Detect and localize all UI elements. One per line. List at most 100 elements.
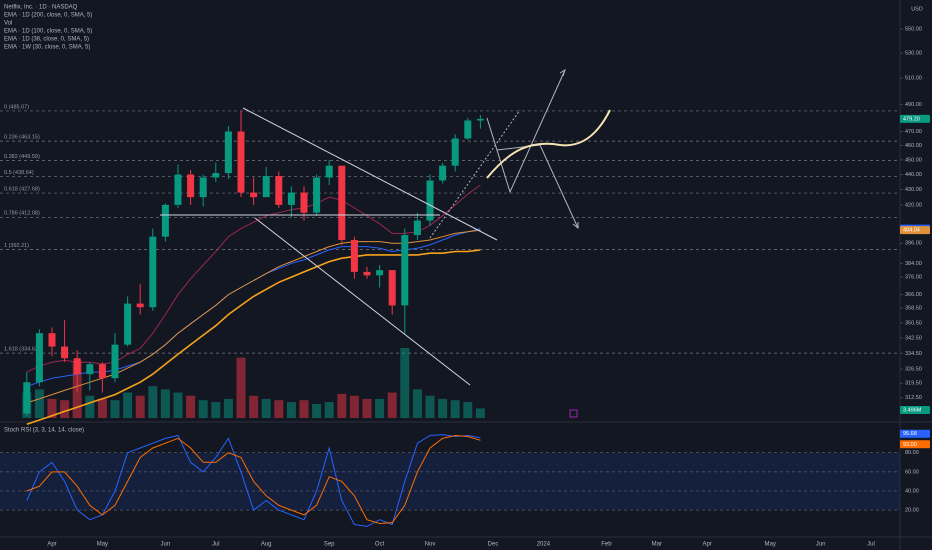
fib-label: 1 (392.21) [4, 243, 29, 249]
candle-body [149, 236, 157, 308]
candle-body [363, 271, 371, 276]
volume-bar [34, 389, 44, 418]
price-tag [900, 114, 930, 123]
candle-body [187, 174, 195, 198]
volume-bar [135, 395, 145, 418]
volume-tag [900, 406, 930, 414]
candle-body [401, 235, 409, 306]
drawings [160, 68, 611, 386]
volume-bar [249, 395, 259, 418]
candle-body [426, 180, 434, 221]
y-tick-label: 376.00 [905, 275, 922, 281]
candle-body [48, 333, 56, 347]
stoch-tag [900, 429, 930, 438]
y-tick-label: 384.00 [905, 261, 922, 267]
trend-line [254, 217, 471, 386]
y-tick-label: 550.00 [905, 26, 922, 32]
candle-body [35, 333, 43, 383]
candle-body [313, 177, 321, 213]
price-tag [900, 226, 930, 235]
volume-bar [160, 389, 170, 418]
candle-body [300, 192, 308, 213]
x-tick-label: 2024 [537, 542, 551, 548]
volume-bar [60, 400, 70, 418]
fib-label: 0.786 (412.08) [4, 211, 40, 217]
candle-body [161, 204, 169, 237]
candle-body [174, 174, 182, 205]
candle-body [439, 165, 447, 181]
stoch-tag-label: 93.00 [903, 442, 917, 448]
legend-entry: EMA · 1W (30, close, 0, SMA, 5) [4, 45, 90, 51]
stoch-tick-label: 40.00 [905, 488, 919, 494]
y-tick-label: 510.00 [905, 76, 922, 82]
candle-body [376, 270, 384, 276]
volume-bar [463, 402, 473, 418]
stoch-tick-label: 80.00 [905, 450, 919, 456]
volume-bar [412, 389, 422, 418]
y-tick-label: 334.50 [905, 351, 922, 357]
event-marker [569, 409, 578, 418]
candle-body [136, 303, 144, 308]
volume-bar [47, 398, 57, 418]
fib-label: 0.382 (449.59) [4, 154, 40, 160]
candle-body [111, 344, 119, 379]
volume-bar [324, 402, 334, 418]
legend-entry: EMA · 1D (200, close, 0, SMA, 5) [4, 13, 92, 19]
volume-bar [362, 398, 372, 418]
fib-label: 1.618 (334.62) [4, 347, 40, 353]
candle-body [338, 165, 346, 240]
volume-bar [110, 400, 120, 418]
volume-bar [236, 357, 246, 418]
candle-body [237, 131, 245, 193]
y-tick-label: 440.00 [905, 172, 922, 178]
volume-tag-label: 3.496M [903, 407, 922, 413]
price-tag-label: 479.20 [903, 116, 920, 122]
volume-bar [387, 392, 397, 418]
candle-body [464, 120, 472, 139]
volume-bar [475, 408, 485, 418]
x-tick-label: Oct [375, 542, 385, 548]
stoch-tick-label: 20.00 [905, 508, 919, 514]
volume-bar [286, 402, 296, 418]
x-tick-label: Nov [425, 542, 436, 548]
volume-bar [186, 395, 196, 418]
candle-body [61, 346, 69, 359]
candle-body [350, 239, 358, 272]
x-tick-label: Feb [601, 542, 612, 548]
volume-bar [349, 395, 359, 418]
volume-bar [148, 386, 158, 418]
volume-bar [438, 398, 448, 418]
candle-body [212, 173, 220, 178]
x-tick-label: May [97, 542, 108, 548]
y-tick-label: 450.00 [905, 157, 922, 163]
y-tick-label: 490.00 [905, 102, 922, 108]
x-tick-label: May [765, 542, 776, 548]
projection-curve [486, 109, 611, 179]
volume-bar [173, 392, 183, 418]
fib-label: 0 (485.07) [4, 104, 29, 110]
candle-body [325, 165, 333, 178]
y-tick-label: 326.50 [905, 367, 922, 373]
arrow-head [572, 222, 579, 230]
candle-body [224, 131, 232, 174]
volume-bar [97, 398, 107, 418]
candle-body [275, 176, 283, 205]
volume-bar [375, 398, 385, 418]
volume-bar [337, 393, 347, 418]
volume-bar [211, 402, 221, 418]
y-tick-label: 312.50 [905, 395, 922, 401]
y-tick-label: 366.00 [905, 292, 922, 298]
candle-body [451, 138, 459, 166]
candle-body [476, 118, 484, 121]
fib-label: 0.618 (427.68) [4, 187, 40, 193]
y-tick-label: 430.00 [905, 187, 922, 193]
candle-body [23, 382, 31, 414]
stoch-tag [900, 440, 930, 449]
volume-bar [312, 404, 322, 418]
volume-bar [123, 392, 133, 418]
trend-line [242, 107, 498, 241]
candle-body [262, 176, 270, 198]
x-tick-label: Apr [47, 542, 56, 548]
y-tick-label: 470.00 [905, 129, 922, 135]
